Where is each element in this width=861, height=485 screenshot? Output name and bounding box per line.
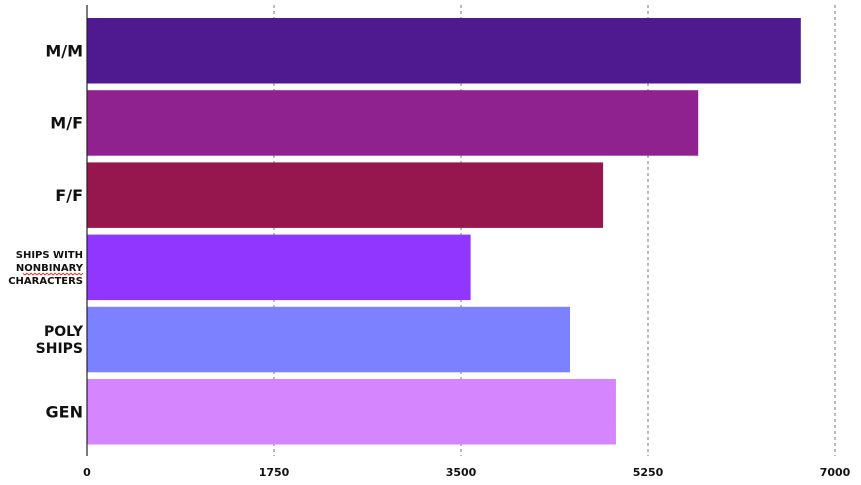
bar-2 [87, 162, 604, 228]
x-tick-label-4: 7000 [820, 466, 851, 479]
category-label-line: SHIPS WITH [16, 250, 83, 261]
bar-4 [87, 306, 570, 373]
category-label-3: SHIPS WITH NONBINARY CHARACTERS [8, 250, 84, 287]
category-label-line: F/F [55, 186, 83, 205]
x-tick-label-1: 1750 [259, 466, 290, 479]
bar-0 [87, 18, 801, 84]
category-label-line: SHIPS [36, 341, 83, 357]
category-label-2: F/F [55, 186, 83, 205]
bar-5 [87, 379, 616, 445]
spellcheck-squiggle [22, 272, 84, 276]
bar-3 [87, 234, 471, 301]
category-label-4: POLY SHIPS [36, 324, 84, 357]
category-label-line: M/F [50, 114, 83, 133]
category-label-line: POLY [44, 324, 84, 340]
category-label-5: GEN [46, 403, 83, 422]
category-label-line: NONBINARY [16, 263, 84, 274]
category-label-0: M/M [45, 42, 83, 61]
category-label-line: M/M [45, 42, 83, 61]
category-label-line: CHARACTERS [8, 276, 83, 287]
x-tick-label-2: 3500 [446, 466, 477, 479]
category-label-1: M/F [50, 114, 83, 133]
x-tick-label-3: 5250 [633, 466, 664, 479]
category-label-line: GEN [46, 403, 83, 422]
bar-1 [87, 90, 699, 156]
x-tick-label-0: 0 [83, 466, 91, 479]
